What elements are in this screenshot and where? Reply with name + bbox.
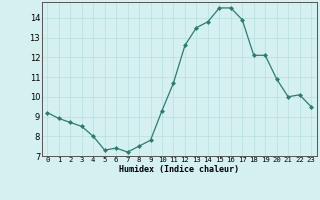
X-axis label: Humidex (Indice chaleur): Humidex (Indice chaleur) [119,165,239,174]
